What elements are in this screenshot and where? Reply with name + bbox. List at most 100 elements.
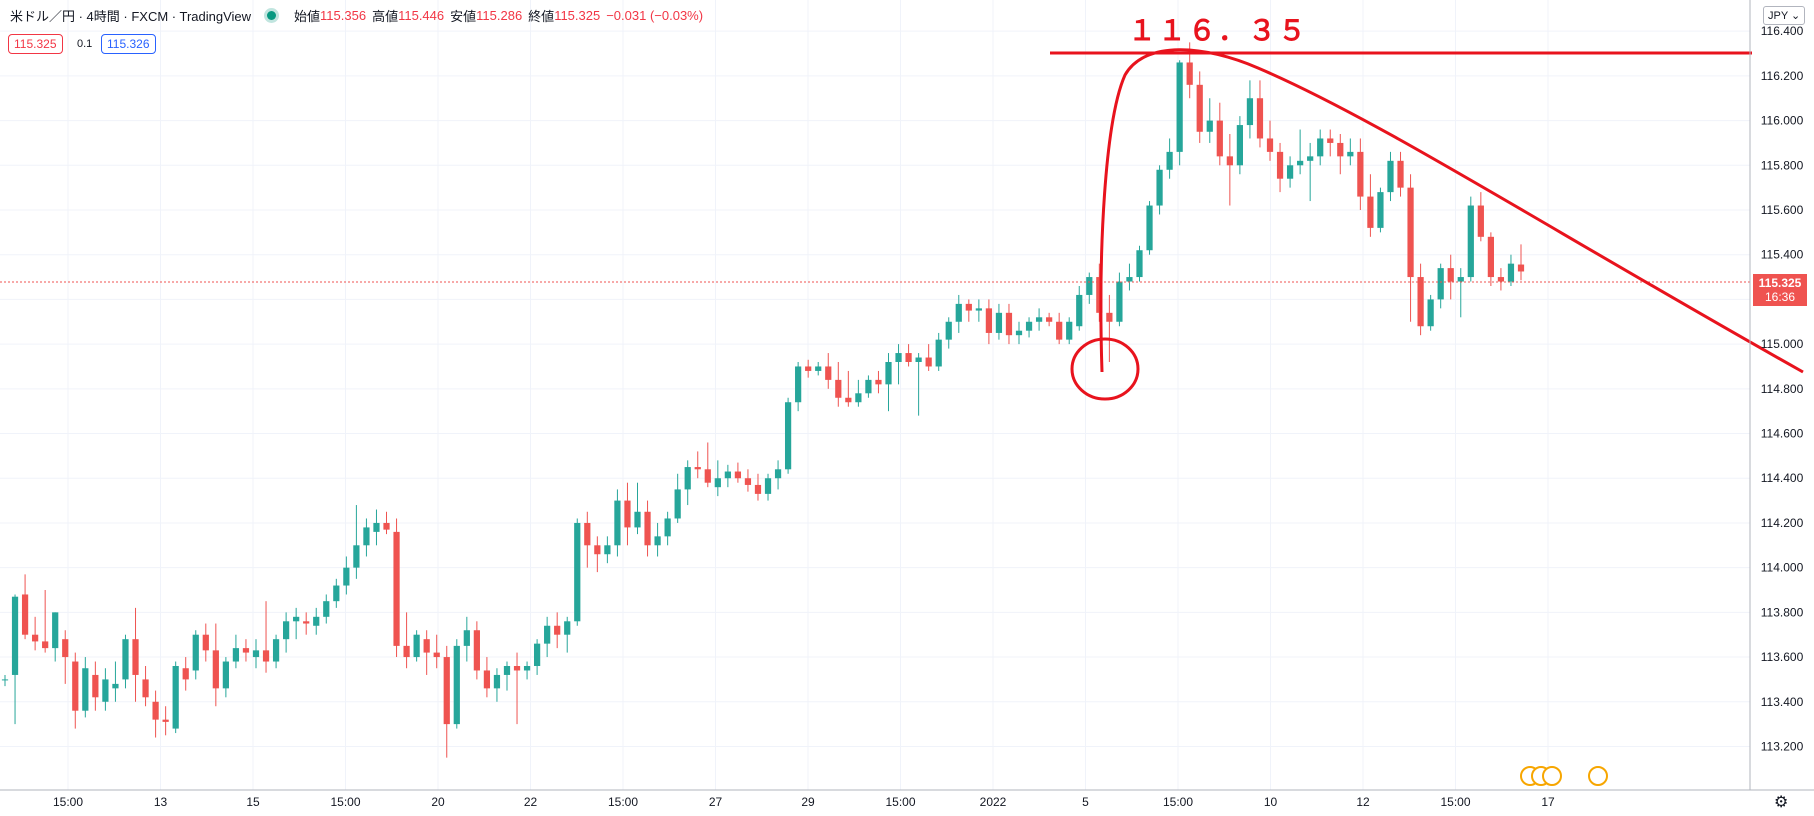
candle [393,518,400,658]
candle-body [283,621,290,640]
time-axis[interactable]: 15:00 13 15 15:00 20 22 15:00 27 29 15:00 2022 5 15:… [53,795,1555,809]
candle-body [172,666,179,729]
candle-body [654,536,661,546]
candle-body [293,616,300,622]
candle-body [764,478,772,494]
candle-body [1437,268,1444,300]
candle-body [664,518,671,537]
event-markers[interactable] [1520,766,1608,786]
candle [523,661,531,680]
candle [1086,272,1093,304]
candle [483,657,491,698]
sell-quote-button[interactable]: 115.325 [8,34,63,54]
candle [554,612,561,649]
candle-body [202,634,209,651]
candle [11,594,19,725]
candle-body [1086,277,1093,295]
candle-body [1106,312,1113,322]
x-tick-label: 27 [709,795,723,809]
candle [242,639,250,662]
candle-body [915,357,922,362]
candle [865,375,872,398]
candle [503,661,511,691]
candle [1005,303,1013,345]
candle-body [784,402,792,470]
candle-body [935,339,942,367]
x-tick-label: 13 [154,795,168,809]
candle [1256,80,1264,148]
candle [1246,80,1254,139]
candle [734,462,742,483]
candle-body [634,511,641,528]
candle [323,594,330,624]
y-tick-label: 113.200 [1761,739,1804,753]
x-tick-label: 29 [801,795,815,809]
candle [353,505,360,579]
candle-body [1076,294,1083,327]
close-label: 終値 [528,9,555,24]
candle [1126,263,1133,291]
candle-body [443,657,450,725]
candle-body [62,639,69,658]
candle-body [805,366,812,371]
candle-body [1256,98,1264,139]
candle-body [1347,151,1354,157]
candle-body [1216,120,1223,157]
grid [0,0,1750,790]
candle-body [182,668,189,680]
high-label: 高値 [372,9,399,24]
gear-icon[interactable]: ⚙ [1774,794,1789,811]
low-value: 115.286 [476,8,523,23]
candle [142,666,149,707]
currency-selector[interactable]: JPY ⌄ [1763,6,1806,25]
candle [1066,317,1073,345]
candle-body [1357,151,1364,197]
candle [333,578,340,608]
candle-body [995,312,1003,333]
candle [82,657,89,718]
symbol-title[interactable]: 米ドル／円 · 4時間 · FXCM · TradingView [10,9,252,24]
candle [835,362,842,407]
candle [1437,263,1444,309]
candle-body [363,527,370,546]
candle [795,362,802,412]
candle [594,536,601,573]
candle-body [1397,160,1404,188]
candle [1015,321,1023,345]
candle [1286,156,1294,188]
candle [634,482,641,535]
x-tick-label: 2022 [980,795,1007,809]
candle-body [323,601,330,617]
price-axis[interactable]: 113.200 113.400 113.600 113.800 114.000 114.2… [1761,24,1804,753]
y-tick-label: 116.200 [1761,69,1804,83]
candle [1076,286,1083,331]
candle [21,574,29,640]
candle-body [21,594,29,635]
candle-body [132,639,139,675]
candle [1467,196,1474,282]
candles [1,42,1525,758]
candle [1196,71,1203,143]
candle [1116,272,1123,327]
candle [252,639,260,669]
candle [664,511,671,546]
candle [1507,254,1515,286]
candle-body [1206,120,1213,132]
candle-body [242,648,250,653]
candle [373,509,380,546]
candle [443,645,450,758]
buy-quote-button[interactable]: 115.326 [101,34,156,54]
candle-body [232,648,240,662]
candle-body [1,679,9,681]
candle-body [624,500,631,528]
candle [1427,294,1434,331]
candle-body [403,645,410,658]
candle-body [192,634,199,671]
candle [1276,142,1284,193]
candle-body [1307,156,1314,161]
candle-body [313,616,320,626]
us-flag-event-icon[interactable] [1542,766,1562,786]
us-flag-event-icon[interactable] [1588,766,1608,786]
y-tick-label: 113.800 [1761,605,1804,619]
